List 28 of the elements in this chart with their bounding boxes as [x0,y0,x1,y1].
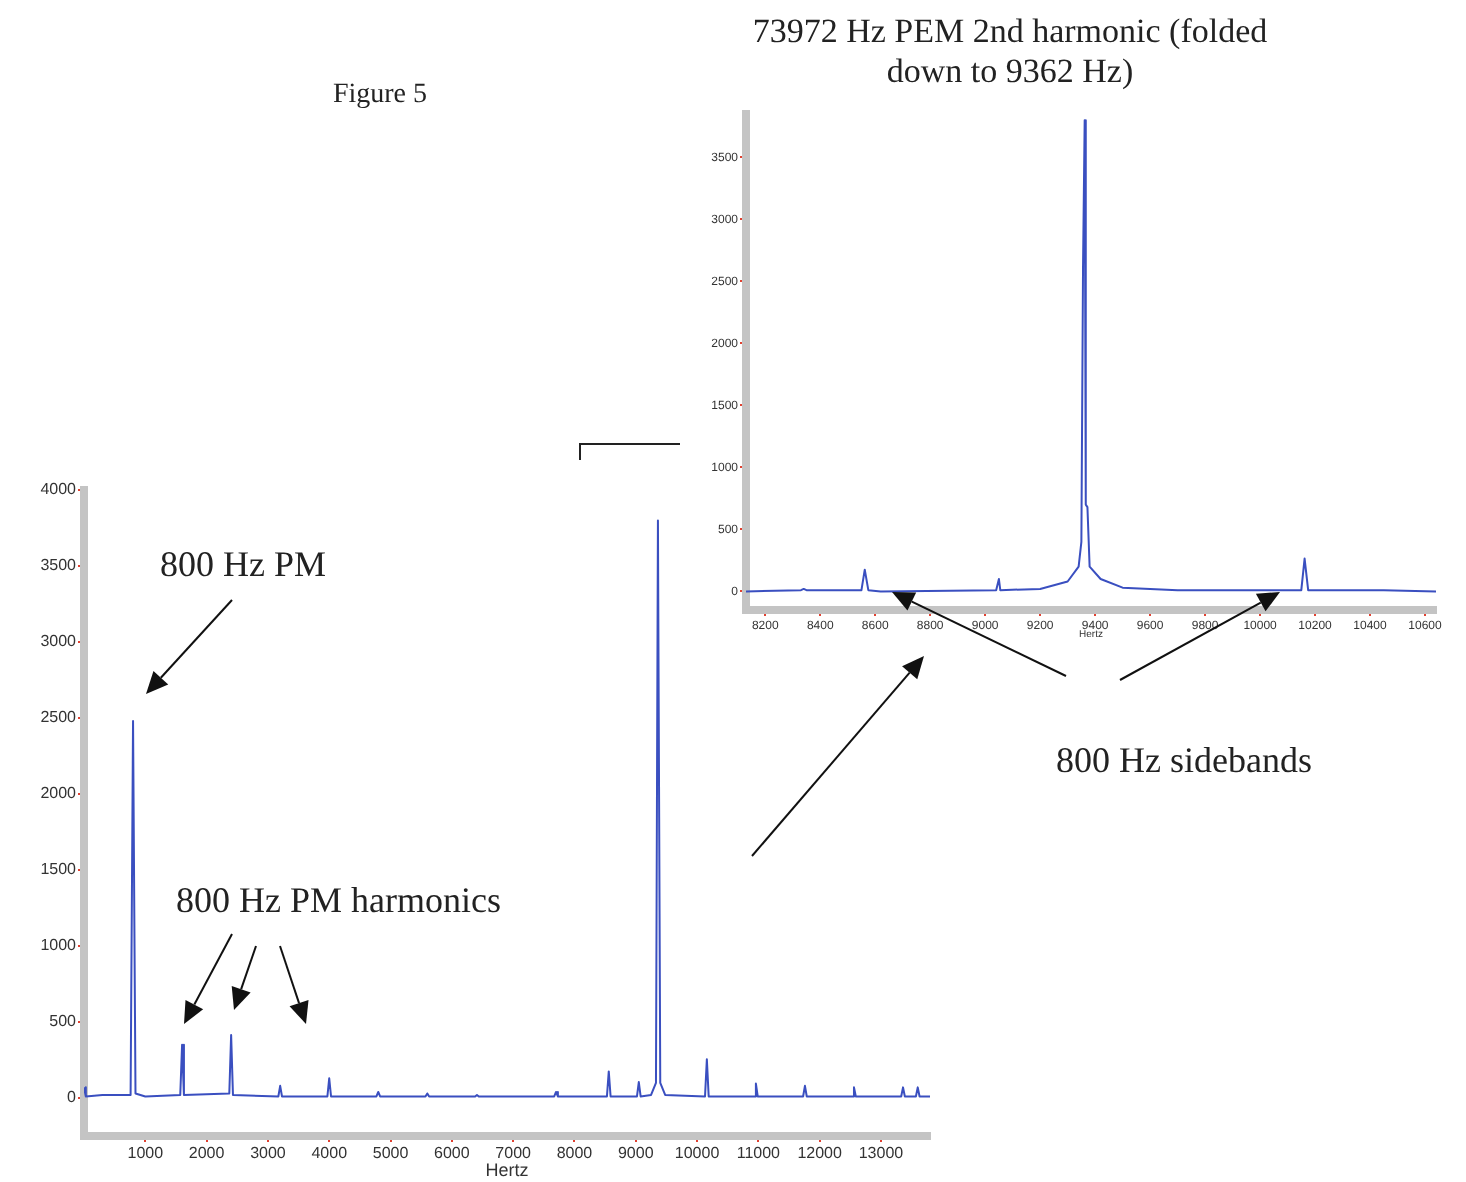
annotation: 800 Hz PM [160,544,327,586]
y-tick-label: 3000 [40,632,78,651]
x-axis-title: Hertz [485,1160,530,1181]
x-tick-label: 13000 [858,1144,905,1163]
x-tick-label: 3000 [250,1144,287,1163]
x-tick-label: 4000 [311,1144,349,1163]
x-tick-label: 1000 [127,1144,165,1163]
y-tick-label: 2500 [40,708,78,727]
chart-title: Figure 5 [330,80,430,112]
x-tick-label: 10000 [674,1144,721,1163]
x-tick-label: 9000 [617,1144,655,1163]
y-tick-label: 4000 [40,480,78,499]
y-tick-label: 1500 [40,860,78,879]
chart-title: 73972 Hz PEM 2nd harmonic (folded down to 9362 Hz) [750,12,1270,92]
x-tick-label: 6000 [434,1144,471,1163]
x-tick-label: 7000 [495,1144,533,1163]
x-tick-label: 8000 [556,1144,594,1163]
y-tick-label: 3500 [40,556,78,575]
y-tick-label: 500 [49,1012,78,1031]
y-tick-label: 0 [67,1088,78,1107]
y-tick-label: 1000 [40,936,78,955]
x-tick-label: 5000 [372,1144,410,1163]
text: 800 Hz sidebands [1056,740,1312,782]
x-tick-label: 2000 [188,1144,226,1163]
x-tick-label: 11000 [736,1144,782,1163]
y-tick-label: 2000 [40,784,78,803]
x-tick-label: 12000 [797,1144,843,1163]
annotation: 800 Hz PM harmonics [176,880,501,922]
